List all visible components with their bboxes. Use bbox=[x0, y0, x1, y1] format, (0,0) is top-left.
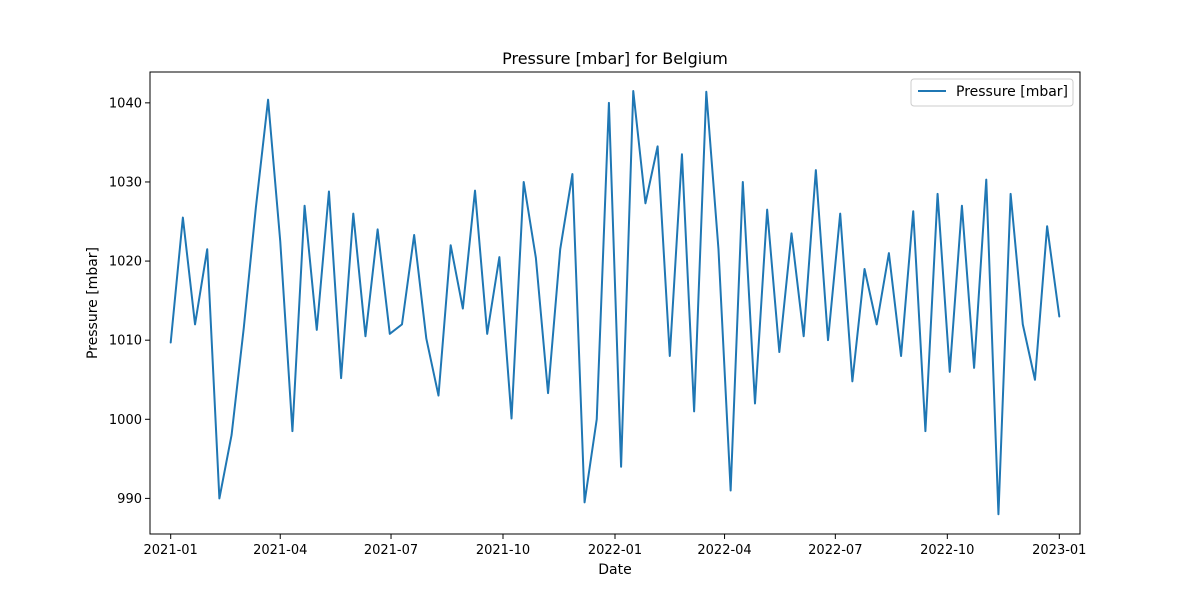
x-axis: 2021-01 2021-04 2021-07 2021-10 2022-01 2022-… bbox=[144, 534, 1086, 558]
x-tick-label: 2022-04 bbox=[697, 543, 751, 558]
x-tick-label: 2021-10 bbox=[476, 543, 530, 558]
plot-area bbox=[149, 71, 1081, 535]
y-tick-label: 1040 bbox=[109, 96, 142, 111]
x-tick-label: 2021-01 bbox=[144, 543, 198, 558]
y-tick-label: 990 bbox=[117, 492, 142, 507]
y-tick-label: 1010 bbox=[109, 334, 142, 349]
y-tick-label: 1030 bbox=[109, 175, 142, 190]
chart-title: Pressure [mbar] for Belgium bbox=[502, 49, 728, 68]
x-tick-label: 2022-07 bbox=[808, 543, 862, 558]
y-tick-label: 1020 bbox=[109, 255, 142, 270]
legend-box bbox=[910, 78, 1074, 107]
y-axis-label: Pressure [mbar] bbox=[85, 247, 101, 359]
x-tick-label: 2021-07 bbox=[364, 543, 418, 558]
series-line-0 bbox=[169, 89, 1061, 516]
x-tick-label: 2022-01 bbox=[588, 543, 642, 558]
x-tick-label: 2021-04 bbox=[253, 543, 307, 558]
series-layer bbox=[169, 89, 1061, 516]
x-axis-label: Date bbox=[598, 562, 631, 578]
y-axis: 990 1000 1010 1020 1030 1040 bbox=[109, 96, 150, 507]
x-tick-label: 2022-10 bbox=[920, 543, 974, 558]
y-tick-label: 1000 bbox=[109, 413, 142, 428]
legend-entry-label: Pressure [mbar] bbox=[956, 84, 1068, 100]
x-tick-label: 2023-01 bbox=[1032, 543, 1086, 558]
legend: Pressure [mbar] bbox=[910, 78, 1074, 107]
